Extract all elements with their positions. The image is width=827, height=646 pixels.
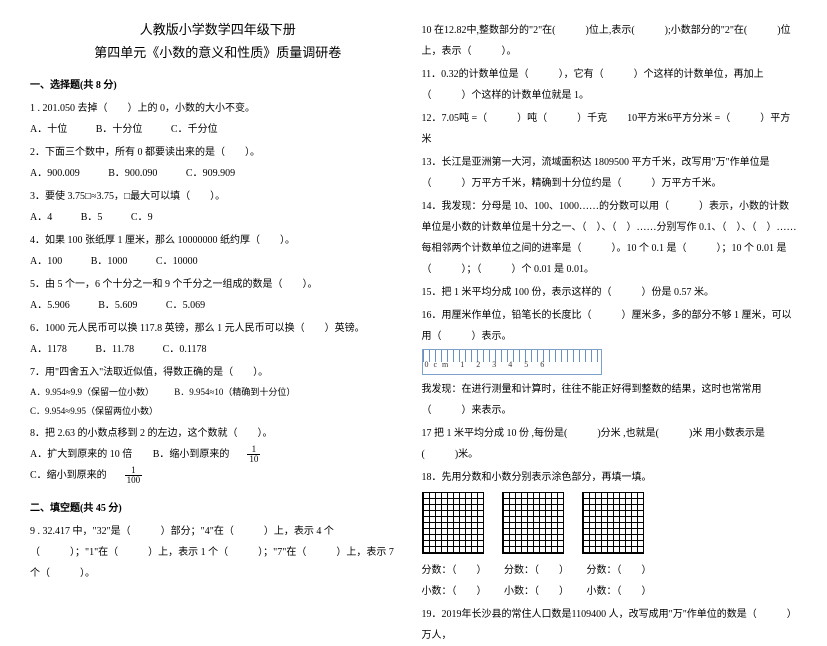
frac-lbl-3: 分数：（ ） — [587, 560, 667, 581]
q5-opt-b: B．5.609 — [98, 295, 137, 316]
left-column: 人教版小学数学四年级下册 第四单元《小数的意义和性质》质量调研卷 一、选择题(共… — [22, 18, 414, 574]
dec-lbl-2: 小数：（ ） — [504, 581, 584, 602]
section-1-head: 一、选择题(共 8 分) — [30, 75, 406, 96]
q9: 9 . 32.417 中，"32"是（ ）部分；"4"在（ ）上，表示 4 个（… — [30, 521, 406, 584]
q8-opt-a: A．扩大到原来的 10 倍 — [30, 444, 132, 465]
q19: 19．2019年长沙县的常住人口数是1109400 人，改写成用"万"作单位的数… — [422, 604, 798, 646]
q5-opt-c: C．5.069 — [166, 295, 205, 316]
q3-opt-c: C．9 — [131, 207, 153, 228]
q10: 10 在12.82中,整数部分的"2"在( )位上,表示( );小数部分的"2"… — [422, 20, 798, 62]
section-2-head: 二、填空题(共 45 分) — [30, 498, 406, 519]
q7-opt-c: C．9.954≈9.95（保留两位小数） — [30, 402, 158, 421]
q4-opts: A．100 B．1000 C．10000 — [30, 251, 406, 272]
q7-opt-b: B．9.954≈10（精确到十分位） — [174, 383, 295, 402]
q16b: 我发现：在进行测量和计算时，往往不能正好得到整数的结果，这时也常常用（ ）来表示… — [422, 379, 798, 421]
dec-lbl-1: 小数：（ ） — [422, 581, 502, 602]
q3-opt-b: B．5 — [81, 207, 103, 228]
q3-opts: A．4 B．5 C．9 — [30, 207, 406, 228]
q6: 6．1000 元人民币可以换 117.8 英镑，那么 1 元人民币可以换（ ）英… — [30, 318, 406, 339]
q6-opt-c: C．0.1178 — [163, 339, 207, 360]
dec-lbl-3: 小数：（ ） — [587, 581, 667, 602]
q8-opts: A．扩大到原来的 10 倍 B．缩小到原来的 110 C．缩小到原来的 1100 — [30, 444, 406, 486]
q8: 8．把 2.63 的小数点移到 2 的左边，这个数就（ ）。 — [30, 423, 406, 444]
q5-opt-a: A．5.906 — [30, 295, 70, 316]
q6-opt-a: A．1178 — [30, 339, 67, 360]
q1-opt-a: A．十位 — [30, 119, 67, 140]
frac-1-10-d: 10 — [247, 455, 260, 464]
title-line-1: 人教版小学数学四年级下册 — [30, 18, 406, 41]
q8-opt-c: C．缩小到原来的 1100 — [30, 465, 178, 486]
frac-1-100: 1100 — [125, 466, 161, 485]
q6-opts: A．1178 B．11.78 C．0.1178 — [30, 339, 406, 360]
q14: 14．我发现：分母是 10、100、1000……的分数可以用（ ）表示，小数的计… — [422, 196, 798, 280]
q4-opt-a: A．100 — [30, 251, 62, 272]
q4-opt-c: C．10000 — [156, 251, 198, 272]
q11: 11．0.32的计数单位是（ ），它有（ ）个这样的计数单位，再加上（ ）个这样… — [422, 64, 798, 106]
decimal-labels-row: 小数：（ ） 小数：（ ） 小数：（ ） — [422, 581, 798, 602]
q5: 5．由 5 个一，6 个十分之一和 9 个千分之一组成的数是（ ）。 — [30, 274, 406, 295]
q4-opt-b: B．1000 — [91, 251, 128, 272]
q8-opt-b: B．缩小到原来的 110 — [153, 444, 297, 465]
q1: 1 . 201.050 去掉（ ）上的 0，小数的大小不变。 — [30, 98, 406, 119]
q1-opt-b: B．十分位 — [96, 119, 143, 140]
frac-lbl-2: 分数：（ ） — [504, 560, 584, 581]
grid-2 — [502, 492, 564, 554]
grid-figures — [422, 492, 798, 554]
grid-3 — [582, 492, 644, 554]
fraction-labels-row: 分数：（ ） 分数：（ ） 分数：（ ） — [422, 560, 798, 581]
q5-opts: A．5.906 B．5.609 C．5.069 — [30, 295, 406, 316]
q3-opt-a: A．4 — [30, 207, 52, 228]
q2-opts: A．900.009 B．900.090 C．909.909 — [30, 163, 406, 184]
q8c-text: C．缩小到原来的 — [30, 465, 107, 486]
q17: 17 把 1 米平均分成 10 份 ,每份是( )分米 ,也就是( )米 用小数… — [422, 423, 798, 465]
frac-1-100-d: 100 — [125, 476, 143, 485]
q7: 7．用"四舍五入"法取近似值，得数正确的是（ ）。 — [30, 362, 406, 383]
ruler-image: 0cm 1 2 3 4 5 6 — [422, 349, 602, 375]
q16: 16．用厘米作单位，铅笔长的长度比（ ）厘米多，多的部分不够 1 厘米，可以用（… — [422, 305, 798, 347]
q7-opts: A．9.954≈9.9（保留一位小数） B．9.954≈10（精确到十分位） C… — [30, 383, 406, 421]
frac-1-10: 110 — [247, 445, 278, 464]
q18: 18．先用分数和小数分别表示涂色部分，再填一填。 — [422, 467, 798, 488]
grid-1 — [422, 492, 484, 554]
q2: 2．下面三个数中，所有 0 都要读出来的是（ ）。 — [30, 142, 406, 163]
q7-opt-a: A．9.954≈9.9（保留一位小数） — [30, 383, 154, 402]
q8b-text: B．缩小到原来的 — [153, 444, 230, 465]
q4: 4．如果 100 张纸厚 1 厘米，那么 10000000 纸约厚（ ）。 — [30, 230, 406, 251]
q1-opt-c: C．千分位 — [171, 119, 218, 140]
q2-opt-b: B．900.090 — [108, 163, 157, 184]
frac-lbl-1: 分数：（ ） — [422, 560, 502, 581]
q1-opts: A．十位 B．十分位 C．千分位 — [30, 119, 406, 140]
doc-title: 人教版小学数学四年级下册 第四单元《小数的意义和性质》质量调研卷 — [30, 18, 406, 65]
q12: 12．7.05吨 =（ ）吨（ ）千克 10平方米6平方分米 =（ ）平方米 — [422, 108, 798, 150]
ruler-numbers: 0cm 1 2 3 4 5 6 — [425, 357, 550, 374]
q6-opt-b: B．11.78 — [95, 339, 134, 360]
q3: 3．要使 3.75□≈3.75，□最大可以填（ ）。 — [30, 186, 406, 207]
q15: 15．把 1 米平均分成 100 份，表示这样的（ ）份是 0.57 米。 — [422, 282, 798, 303]
q13: 13．长江是亚洲第一大河，流域面积达 1809500 平方千米，改写用"万"作单… — [422, 152, 798, 194]
q2-opt-c: C．909.909 — [186, 163, 235, 184]
right-column: 10 在12.82中,整数部分的"2"在( )位上,表示( );小数部分的"2"… — [414, 18, 806, 574]
q2-opt-a: A．900.009 — [30, 163, 80, 184]
title-line-2: 第四单元《小数的意义和性质》质量调研卷 — [30, 41, 406, 64]
